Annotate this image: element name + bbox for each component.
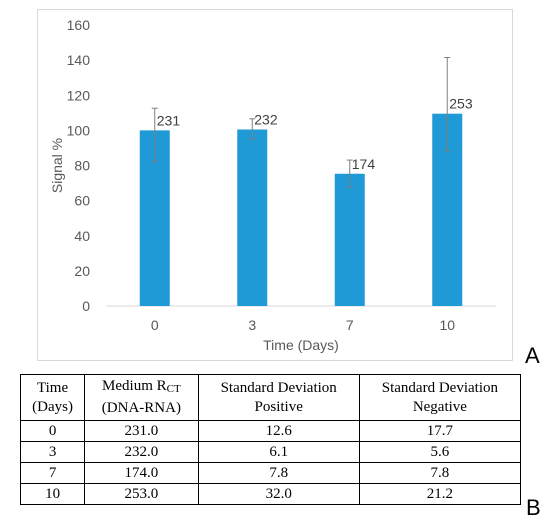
table-cell: 7 xyxy=(19,462,86,484)
x-tick-label: 3 xyxy=(248,317,256,333)
data-label: 231 xyxy=(157,112,181,128)
panel-label-b: B xyxy=(526,495,541,520)
y-tick-label: 140 xyxy=(67,52,91,68)
y-tick-label: 120 xyxy=(67,87,91,103)
bar xyxy=(334,173,365,306)
table-row: 10 253.0 32.0 21.2 xyxy=(19,483,522,505)
y-tick-label: 80 xyxy=(74,158,90,174)
chart-frame: 0 20 40 60 80 100 120 140 160 231 0 232 3 174 7 253 10 Ti… xyxy=(37,9,513,361)
header-sd-positive: Standard Deviation Positive xyxy=(197,374,360,421)
table-cell: 7.8 xyxy=(197,462,360,484)
x-tick-label: 7 xyxy=(346,317,354,333)
table-cell: 232.0 xyxy=(84,441,199,463)
header-time: Time (Days) xyxy=(19,374,86,421)
table-cell: 231.0 xyxy=(84,420,199,442)
y-axis-title: Signal % xyxy=(49,138,65,193)
table-row: 3 232.0 6.1 5.6 xyxy=(19,441,522,463)
table-cell: 3 xyxy=(19,441,86,463)
x-axis-title: Time (Days) xyxy=(263,337,339,353)
data-label: 174 xyxy=(352,156,376,172)
x-tick-label: 0 xyxy=(151,317,159,333)
table-cell: 253.0 xyxy=(84,483,199,505)
y-tick-label: 100 xyxy=(67,122,91,138)
x-tick-label: 10 xyxy=(439,317,455,333)
bar-chart: 0 20 40 60 80 100 120 140 160 231 0 232 3 174 7 253 10 Ti… xyxy=(49,17,496,353)
bar xyxy=(237,129,268,306)
header-sdneg-line2: Negative xyxy=(412,398,467,415)
header-time-line1: Time xyxy=(36,379,69,396)
table-cell: 10 xyxy=(19,483,86,505)
table-cell: 12.6 xyxy=(197,420,360,442)
table-row: 0 231.0 12.6 17.7 xyxy=(19,420,522,442)
table-cell: 7.8 xyxy=(358,462,522,484)
data-label: 253 xyxy=(449,96,473,112)
header-sdpos-line2: Positive xyxy=(254,398,303,415)
table-header-row: Time (Days) Medium RCT (DNA-RNA) Standar… xyxy=(19,374,522,421)
data-table: Time (Days) Medium RCT (DNA-RNA) Standar… xyxy=(19,374,522,505)
header-medium-line2: (DNA-RNA) xyxy=(101,400,181,416)
header-sd-negative: Standard Deviation Negative xyxy=(358,374,522,421)
header-medium-subscript: CT xyxy=(166,383,181,395)
table-cell: 17.7 xyxy=(358,420,522,442)
table-cell: 174.0 xyxy=(84,462,199,484)
table-cell: 0 xyxy=(19,420,86,442)
table-cell: 6.1 xyxy=(197,441,360,463)
table-cell: 32.0 xyxy=(197,483,360,505)
header-medium-rct: Medium RCT (DNA-RNA) xyxy=(84,374,199,421)
header-sdpos-line1: Standard Deviation xyxy=(220,379,337,396)
y-tick-label: 40 xyxy=(74,228,90,244)
y-tick-label: 60 xyxy=(74,193,90,209)
header-sdneg-line1: Standard Deviation xyxy=(381,379,498,396)
y-tick-label: 160 xyxy=(67,17,91,33)
data-label: 232 xyxy=(254,111,278,127)
header-medium-line1: Medium R xyxy=(102,378,167,394)
header-time-line2: (Days) xyxy=(32,398,73,415)
table-row: 7 174.0 7.8 7.8 xyxy=(19,462,522,484)
y-tick-label: 0 xyxy=(82,298,90,314)
table-cell: 5.6 xyxy=(358,441,522,463)
y-tick-label: 20 xyxy=(74,263,90,279)
panel-label-a: A xyxy=(525,343,540,368)
table-cell: 21.2 xyxy=(358,483,522,505)
